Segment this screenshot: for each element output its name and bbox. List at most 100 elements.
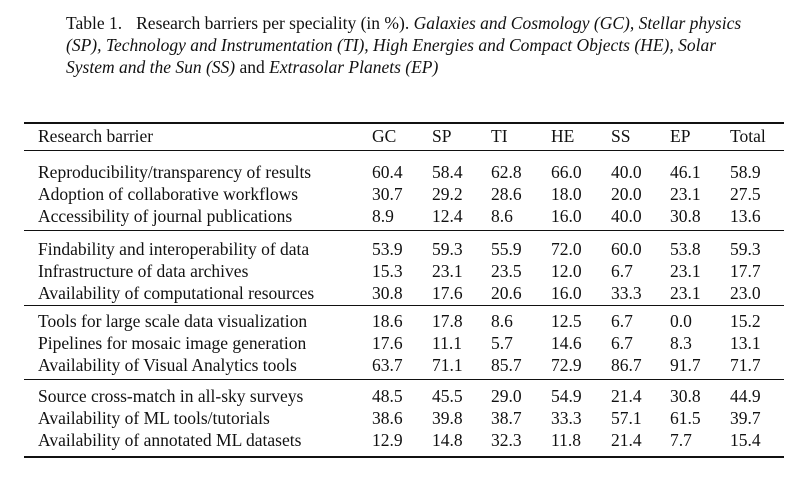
caption-part: Extrasolar Planets (EP) <box>269 57 439 77</box>
table-cell: 72.9 <box>551 355 582 375</box>
table-rule <box>24 305 784 306</box>
table-cell: 18.6 <box>372 311 403 331</box>
table-cell: 38.7 <box>491 408 522 428</box>
table-cell: 28.6 <box>491 184 522 204</box>
barrier-label: Infrastructure of data archives <box>38 261 249 281</box>
table-cell: 23.1 <box>432 261 463 281</box>
table-cell: 40.0 <box>611 162 642 182</box>
barrier-label: Reproducibility/transparency of results <box>38 162 312 182</box>
barrier-label: Availability of Visual Analytics tools <box>38 355 297 375</box>
table-cell: 7.7 <box>670 430 692 450</box>
table-cell: 5.7 <box>491 333 513 353</box>
table-cell: 6.7 <box>611 261 633 281</box>
table-cell: 8.6 <box>491 311 513 331</box>
table-cell: 8.9 <box>372 206 394 226</box>
table-cell: 38.6 <box>372 408 403 428</box>
barrier-label: Accessibility of journal publications <box>38 206 293 226</box>
table-cell: 55.9 <box>491 239 522 259</box>
table-cell: 20.0 <box>611 184 642 204</box>
table-cell: 15.3 <box>372 261 403 281</box>
table-cell: 29.2 <box>432 184 463 204</box>
table-cell: 40.0 <box>611 206 642 226</box>
table-cell: 30.8 <box>372 283 403 303</box>
table-cell: 12.9 <box>372 430 403 450</box>
table-cell: 45.5 <box>432 386 463 406</box>
table-cell: 58.4 <box>432 162 463 182</box>
table-cell: 61.5 <box>670 408 701 428</box>
table-cell: 30.8 <box>670 206 701 226</box>
column-header: GC <box>372 126 397 146</box>
column-header: EP <box>670 126 691 146</box>
table-cell: 23.1 <box>670 184 701 204</box>
column-header: TI <box>491 126 508 146</box>
barrier-label: Tools for large scale data visualization <box>38 311 308 331</box>
table-cell: 29.0 <box>491 386 522 406</box>
table-cell: 58.9 <box>730 162 761 182</box>
table-cell: 14.8 <box>432 430 463 450</box>
table-rule <box>24 230 784 231</box>
barrier-label: Availability of ML tools/tutorials <box>38 408 270 428</box>
column-header: SP <box>432 126 452 146</box>
table-cell: 33.3 <box>551 408 582 428</box>
table-cell: 60.4 <box>372 162 403 182</box>
table-cell: 16.0 <box>551 206 582 226</box>
table-cell: 71.1 <box>432 355 463 375</box>
table-cell: 0.0 <box>670 311 692 331</box>
column-header: SS <box>611 126 631 146</box>
table-cell: 53.9 <box>372 239 403 259</box>
table-cell: 21.4 <box>611 430 642 450</box>
table-cell: 21.4 <box>611 386 642 406</box>
caption-part: Research barriers per speciality (in %). <box>136 13 414 33</box>
table-cell: 54.9 <box>551 386 582 406</box>
table-cell: 8.6 <box>491 206 513 226</box>
table-cell: 60.0 <box>611 239 642 259</box>
table-cell: 11.8 <box>551 430 581 450</box>
table-cell: 20.6 <box>491 283 522 303</box>
table-cell: 53.8 <box>670 239 701 259</box>
table-rule <box>24 122 784 124</box>
caption-part: and <box>235 57 270 77</box>
table-cell: 12.0 <box>551 261 582 281</box>
barrier-label: Findability and interoperability of data <box>38 239 310 259</box>
barrier-label: Availability of annotated ML datasets <box>38 430 302 450</box>
barrier-label: Pipelines for mosaic image generation <box>38 333 307 353</box>
table-cell: 71.7 <box>730 355 761 375</box>
table-cell: 30.8 <box>670 386 701 406</box>
table-cell: 59.3 <box>432 239 463 259</box>
column-header: Total <box>730 126 766 146</box>
table-cell: 33.3 <box>611 283 642 303</box>
table-cell: 6.7 <box>611 311 633 331</box>
table-cell: 12.4 <box>432 206 463 226</box>
table-rule <box>24 456 784 458</box>
table-cell: 16.0 <box>551 283 582 303</box>
table-cell: 72.0 <box>551 239 582 259</box>
table-cell: 8.3 <box>670 333 692 353</box>
table-cell: 23.1 <box>670 261 701 281</box>
table-label: Table 1. <box>66 13 123 33</box>
table-cell: 66.0 <box>551 162 582 182</box>
table-cell: 57.1 <box>611 408 642 428</box>
table-cell: 15.2 <box>730 311 761 331</box>
table-cell: 17.6 <box>432 283 463 303</box>
table-cell: 23.5 <box>491 261 522 281</box>
table-rule <box>24 150 784 151</box>
table-cell: 32.3 <box>491 430 522 450</box>
table-cell: 48.5 <box>372 386 403 406</box>
barrier-label: Availability of computational resources <box>38 283 315 303</box>
column-header: HE <box>551 126 575 146</box>
barrier-label: Source cross-match in all-sky surveys <box>38 386 304 406</box>
column-header: Research barrier <box>38 126 154 146</box>
table-cell: 23.0 <box>730 283 761 303</box>
table-cell: 30.7 <box>372 184 403 204</box>
table-cell: 11.1 <box>432 333 462 353</box>
table-cell: 63.7 <box>372 355 403 375</box>
table-cell: 23.1 <box>670 283 701 303</box>
table-caption: Table 1. Research barriers per speciality… <box>66 12 756 78</box>
table-rule <box>24 379 784 380</box>
table-cell: 85.7 <box>491 355 522 375</box>
table-cell: 12.5 <box>551 311 582 331</box>
table-cell: 14.6 <box>551 333 582 353</box>
table-cell: 86.7 <box>611 355 642 375</box>
table-cell: 17.6 <box>372 333 403 353</box>
table-cell: 59.3 <box>730 239 761 259</box>
